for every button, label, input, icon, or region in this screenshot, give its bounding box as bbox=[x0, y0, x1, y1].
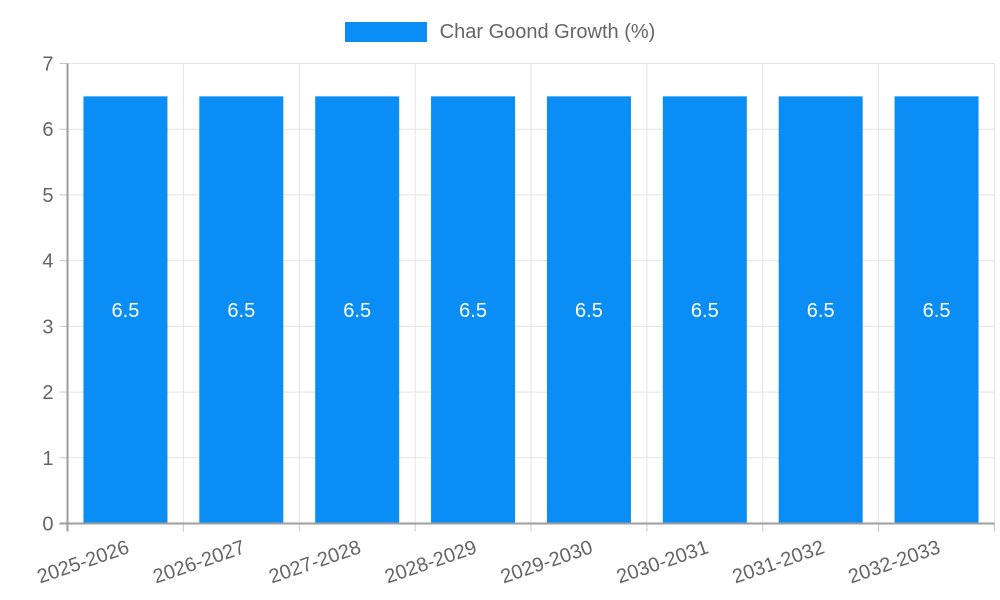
bar[interactable] bbox=[199, 96, 284, 524]
x-axis-tick-label: 2032-2033 bbox=[846, 536, 944, 588]
chart-legend-item[interactable]: Char Goond Growth (%) bbox=[0, 20, 1000, 44]
bar-value-label: 6.5 bbox=[459, 300, 487, 322]
bar[interactable] bbox=[894, 96, 979, 524]
bar-value-label: 6.5 bbox=[343, 300, 371, 322]
y-axis-tick-label: 6 bbox=[42, 119, 53, 141]
y-axis-tick-label: 0 bbox=[42, 514, 53, 536]
x-axis-tick-label: 2030-2031 bbox=[614, 536, 712, 588]
bar-value-label: 6.5 bbox=[575, 300, 603, 322]
legend-swatch bbox=[344, 22, 427, 42]
y-axis-tick-label: 5 bbox=[42, 185, 53, 207]
x-axis-tick-label: 2025-2026 bbox=[34, 536, 132, 588]
bar-value-label: 6.5 bbox=[112, 300, 140, 322]
bar[interactable] bbox=[778, 96, 863, 524]
bar-value-label: 6.5 bbox=[227, 300, 255, 322]
bar-value-label: 6.5 bbox=[923, 300, 951, 322]
bar[interactable] bbox=[83, 96, 168, 524]
y-axis-tick-label: 7 bbox=[42, 54, 53, 76]
x-axis-tick-label: 2031-2032 bbox=[730, 536, 828, 588]
bar[interactable] bbox=[662, 96, 747, 524]
bar[interactable] bbox=[546, 96, 631, 524]
x-axis-tick-label: 2027-2028 bbox=[266, 536, 364, 588]
y-axis-tick-label: 1 bbox=[42, 448, 53, 470]
bar[interactable] bbox=[431, 96, 516, 524]
y-axis-tick-label: 2 bbox=[42, 382, 53, 404]
legend-label: Char Goond Growth (%) bbox=[439, 21, 656, 43]
bar[interactable] bbox=[315, 96, 400, 524]
x-axis-tick-label: 2028-2029 bbox=[382, 536, 480, 588]
x-axis-tick-label: 2026-2027 bbox=[150, 536, 248, 588]
y-axis-tick-label: 3 bbox=[42, 316, 53, 338]
bar-value-label: 6.5 bbox=[691, 300, 719, 322]
y-axis-tick-label: 4 bbox=[42, 251, 53, 273]
x-axis-tick-label: 2029-2030 bbox=[498, 536, 596, 588]
bar-value-label: 6.5 bbox=[807, 300, 835, 322]
